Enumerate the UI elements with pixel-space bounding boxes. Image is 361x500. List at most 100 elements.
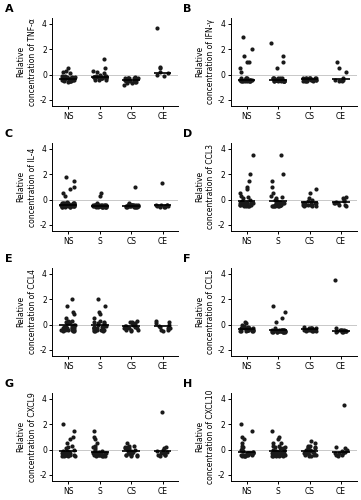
Point — [125, 74, 131, 82]
Point — [64, 439, 70, 447]
Point — [309, 327, 315, 335]
Point — [333, 198, 339, 206]
Point — [245, 323, 251, 331]
Point — [241, 322, 247, 330]
Point — [282, 327, 288, 335]
Point — [244, 326, 250, 334]
Point — [306, 194, 312, 202]
Point — [279, 450, 284, 458]
Point — [157, 63, 163, 71]
Point — [101, 318, 107, 326]
Point — [128, 447, 134, 455]
Point — [94, 439, 100, 447]
Point — [342, 448, 348, 456]
Point — [66, 443, 71, 451]
Point — [278, 450, 283, 458]
Point — [126, 200, 131, 208]
Point — [333, 443, 339, 451]
Point — [62, 192, 68, 200]
Point — [71, 183, 77, 191]
Point — [153, 320, 159, 328]
Point — [63, 324, 69, 332]
Point — [69, 317, 75, 325]
Point — [69, 77, 74, 85]
Point — [277, 327, 282, 335]
Point — [62, 74, 68, 82]
Point — [272, 447, 278, 455]
Point — [158, 200, 164, 208]
Point — [99, 450, 104, 458]
Point — [248, 77, 253, 85]
Point — [343, 327, 349, 335]
Point — [238, 446, 244, 454]
Point — [91, 433, 97, 441]
Point — [308, 324, 314, 332]
Point — [66, 320, 72, 328]
Point — [134, 202, 139, 210]
Point — [122, 76, 128, 84]
Point — [99, 74, 105, 82]
Point — [123, 326, 129, 334]
Point — [60, 327, 66, 335]
Point — [310, 77, 316, 85]
Point — [61, 452, 67, 460]
Point — [126, 200, 132, 207]
Point — [124, 77, 130, 85]
Text: A: A — [5, 4, 13, 14]
Point — [339, 328, 345, 336]
Point — [239, 444, 245, 452]
Point — [67, 77, 73, 85]
Point — [99, 202, 104, 210]
Point — [126, 76, 132, 84]
Point — [60, 448, 66, 456]
Point — [103, 73, 109, 81]
Point — [69, 295, 75, 303]
Point — [304, 76, 309, 84]
Point — [250, 326, 256, 334]
Point — [340, 450, 345, 458]
Point — [123, 203, 129, 211]
Point — [272, 450, 278, 458]
Point — [92, 442, 98, 450]
Point — [274, 64, 280, 72]
Point — [244, 326, 250, 334]
Point — [244, 450, 250, 458]
Point — [99, 447, 105, 455]
Point — [130, 320, 136, 328]
Point — [300, 200, 306, 207]
Point — [279, 450, 285, 458]
Point — [123, 323, 129, 331]
Point — [279, 450, 285, 458]
Point — [67, 203, 73, 211]
Point — [125, 446, 131, 454]
Point — [301, 200, 307, 207]
Point — [239, 452, 245, 460]
Point — [103, 200, 109, 208]
Point — [66, 448, 72, 456]
Y-axis label: Relative
concentration of IL-4: Relative concentration of IL-4 — [17, 147, 37, 226]
Point — [309, 200, 315, 208]
Point — [302, 450, 308, 458]
Point — [271, 77, 277, 85]
Point — [58, 200, 64, 208]
Point — [274, 318, 279, 326]
Point — [249, 76, 255, 84]
Point — [91, 323, 97, 331]
Point — [103, 64, 108, 72]
Point — [342, 401, 347, 409]
Point — [241, 200, 247, 208]
Point — [129, 450, 135, 458]
Point — [340, 76, 346, 84]
Point — [269, 328, 275, 336]
Point — [133, 78, 139, 86]
Point — [303, 446, 309, 454]
Point — [239, 439, 245, 447]
Point — [164, 200, 170, 208]
Point — [63, 444, 69, 452]
Point — [123, 450, 129, 458]
Point — [276, 450, 282, 458]
Point — [98, 200, 104, 208]
Point — [122, 324, 128, 332]
Point — [100, 322, 106, 330]
Point — [60, 420, 66, 428]
